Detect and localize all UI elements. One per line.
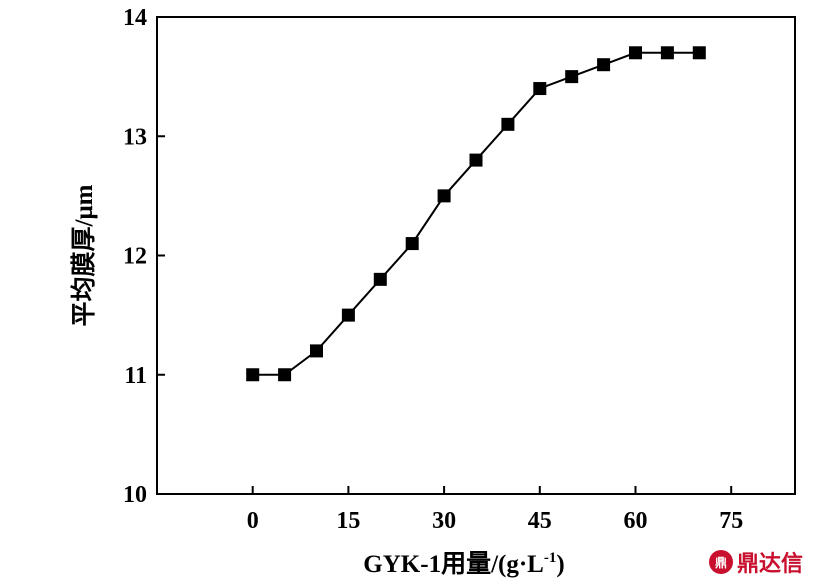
data-point-marker (533, 82, 547, 96)
y-tick-label: 10 (123, 482, 147, 508)
data-point-marker (692, 46, 706, 60)
data-point-marker (405, 237, 419, 251)
y-axis-title: 平均膜厚/μm (70, 184, 98, 326)
x-tick-label: 60 (624, 508, 648, 534)
x-tick-label: 45 (528, 508, 552, 534)
x-tick-label: 0 (247, 508, 259, 534)
x-axis: 0 15 30 45 60 75 (247, 486, 743, 534)
data-point-marker (660, 46, 674, 60)
y-axis: 10 11 12 13 14 (123, 5, 165, 508)
y-tick-label: 14 (123, 5, 147, 31)
data-point-marker (278, 368, 292, 382)
data-point-marker (501, 117, 515, 131)
x-axis-title-main: GYK-1用量/(g·L (363, 550, 544, 578)
y-tick-label: 12 (123, 244, 147, 270)
x-axis-title-end: ) (556, 551, 564, 578)
data-point-marker (469, 153, 483, 167)
x-axis-title-superscript: -1 (544, 550, 557, 566)
x-axis-title: GYK-1用量/(g·L-1) (363, 550, 564, 578)
watermark-logo-icon: 鼎 (708, 550, 733, 574)
data-point-marker (629, 46, 642, 60)
series-line (252, 51, 700, 376)
plot-frame (156, 16, 796, 495)
x-tick-label: 75 (719, 508, 743, 534)
data-point-marker (437, 189, 451, 203)
data-point-marker (310, 344, 323, 358)
y-tick-label: 11 (124, 363, 147, 389)
watermark-text: 鼎达信 (736, 552, 803, 577)
data-point-marker (246, 368, 260, 382)
x-tick-label: 15 (336, 508, 360, 534)
x-tick-label: 30 (432, 508, 456, 534)
data-point-marker (565, 70, 579, 84)
series-markers (246, 46, 706, 382)
data-point-marker (373, 272, 387, 286)
y-tick-label: 13 (123, 124, 147, 150)
data-point-marker (341, 308, 355, 322)
data-point-marker (597, 58, 611, 72)
watermark: 鼎 鼎达信 (708, 546, 803, 578)
